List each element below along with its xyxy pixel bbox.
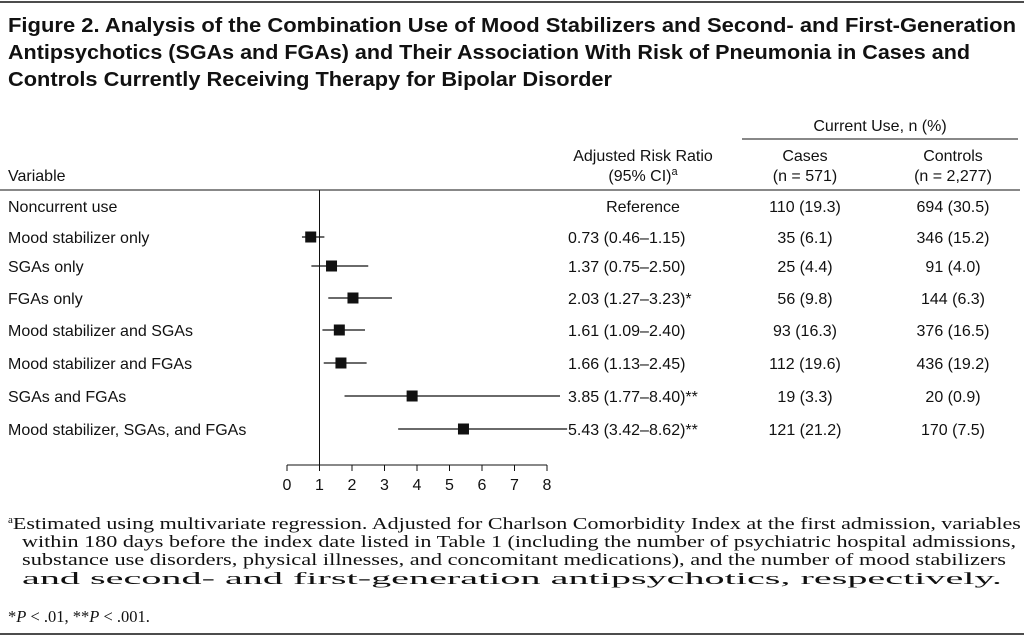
x-tick-label: 7 bbox=[510, 477, 519, 494]
controls-cell: 436 (19.2) bbox=[917, 356, 990, 373]
point-estimate bbox=[347, 292, 359, 304]
ratio-label: Reference bbox=[606, 199, 680, 216]
ratio-label: 1.61 (1.09–2.40) bbox=[568, 323, 685, 340]
ratio-label: 3.85 (1.77–8.40)** bbox=[568, 389, 698, 406]
cases-header: Cases bbox=[782, 148, 827, 165]
x-tick-label: 1 bbox=[315, 477, 324, 494]
title: Antipsychotics (SGAs and FGAs) and Their… bbox=[8, 42, 970, 64]
variable-label: SGAs and FGAs bbox=[8, 389, 126, 406]
controls-cell: 694 (30.5) bbox=[917, 199, 990, 216]
footnote: aEstimated using multivariate regression… bbox=[8, 514, 1021, 533]
point-estimate bbox=[457, 423, 469, 435]
title: Controls Currently Receiving Therapy for… bbox=[8, 69, 612, 91]
cases-cell: 112 (19.6) bbox=[769, 356, 841, 373]
footnote-mark: a bbox=[8, 514, 13, 526]
variable-label: Noncurrent use bbox=[8, 199, 117, 216]
cases-header: (n = 571) bbox=[773, 168, 837, 185]
variable-label: FGAs only bbox=[8, 291, 83, 308]
note-part: * bbox=[8, 607, 16, 626]
footnote-mark: a bbox=[672, 166, 679, 178]
variable-label: Mood stabilizer and SGAs bbox=[8, 323, 193, 340]
x-tick-label: 2 bbox=[348, 477, 357, 494]
footnote-text: Estimated using multivariate regression.… bbox=[13, 514, 1021, 533]
note-part: < .001. bbox=[99, 607, 150, 626]
footnote-text: and second- and first-generation antipsy… bbox=[22, 569, 1002, 588]
x-tick-label: 8 bbox=[543, 477, 552, 494]
ratio-label: 1.37 (0.75–2.50) bbox=[568, 259, 685, 276]
point-estimate bbox=[333, 324, 345, 336]
cases-cell: 56 (9.8) bbox=[777, 291, 832, 308]
significance-note: *P < .01, **P < .001. bbox=[8, 607, 150, 626]
controls-cell: 144 (6.3) bbox=[921, 291, 985, 308]
cases-cell: 110 (19.3) bbox=[769, 199, 841, 216]
cases-cell: 93 (16.3) bbox=[773, 323, 837, 340]
x-tick-label: 3 bbox=[380, 477, 389, 494]
ratio-label: 2.03 (1.27–3.23)* bbox=[568, 291, 692, 308]
controls-cell: 20 (0.9) bbox=[925, 389, 980, 406]
point-estimate bbox=[326, 260, 338, 272]
controls-header: (n = 2,277) bbox=[914, 168, 992, 185]
group-header: Current Use, n (%) bbox=[813, 118, 946, 135]
x-tick-label: 0 bbox=[283, 477, 292, 494]
controls-cell: 376 (16.5) bbox=[917, 323, 990, 340]
controls-header: Controls bbox=[923, 148, 983, 165]
cases-cell: 25 (4.4) bbox=[777, 259, 832, 276]
footnote-text: substance use disorders, physical illnes… bbox=[22, 550, 1006, 569]
x-tick-label: 5 bbox=[445, 477, 454, 494]
x-tick-label: 4 bbox=[413, 477, 422, 494]
variable-header: Variable bbox=[8, 168, 66, 185]
variable-label: Mood stabilizer and FGAs bbox=[8, 356, 192, 373]
controls-cell: 170 (7.5) bbox=[921, 422, 985, 439]
cases-cell: 121 (21.2) bbox=[769, 422, 842, 439]
ratio-label: 1.66 (1.13–2.45) bbox=[568, 356, 685, 373]
note-part: < .01, ** bbox=[26, 607, 89, 626]
point-estimate bbox=[335, 357, 347, 369]
ratio-header-ci: (95% CI) bbox=[608, 168, 671, 185]
variable-label: Mood stabilizer only bbox=[8, 230, 149, 247]
ratio-header: Adjusted Risk Ratio bbox=[573, 148, 713, 165]
note-part: P bbox=[15, 607, 26, 626]
point-estimate bbox=[305, 231, 317, 243]
ratio-label: 0.73 (0.46–1.15) bbox=[568, 230, 685, 247]
ratio-header: (95% CI)a bbox=[608, 166, 678, 185]
variable-label: Mood stabilizer, SGAs, and FGAs bbox=[8, 422, 246, 439]
x-tick-label: 6 bbox=[478, 477, 487, 494]
cases-cell: 19 (3.3) bbox=[777, 389, 832, 406]
controls-cell: 346 (15.2) bbox=[917, 230, 990, 247]
ratio-label: 5.43 (3.42–8.62)** bbox=[568, 422, 698, 439]
note-part: P bbox=[88, 607, 99, 626]
variable-label: SGAs only bbox=[8, 259, 84, 276]
point-estimate bbox=[406, 390, 418, 402]
controls-cell: 91 (4.0) bbox=[925, 259, 980, 276]
cases-cell: 35 (6.1) bbox=[777, 230, 832, 247]
footnote-text: within 180 days before the index date li… bbox=[22, 532, 1016, 551]
title: Figure 2. Analysis of the Combination Us… bbox=[8, 15, 1016, 37]
